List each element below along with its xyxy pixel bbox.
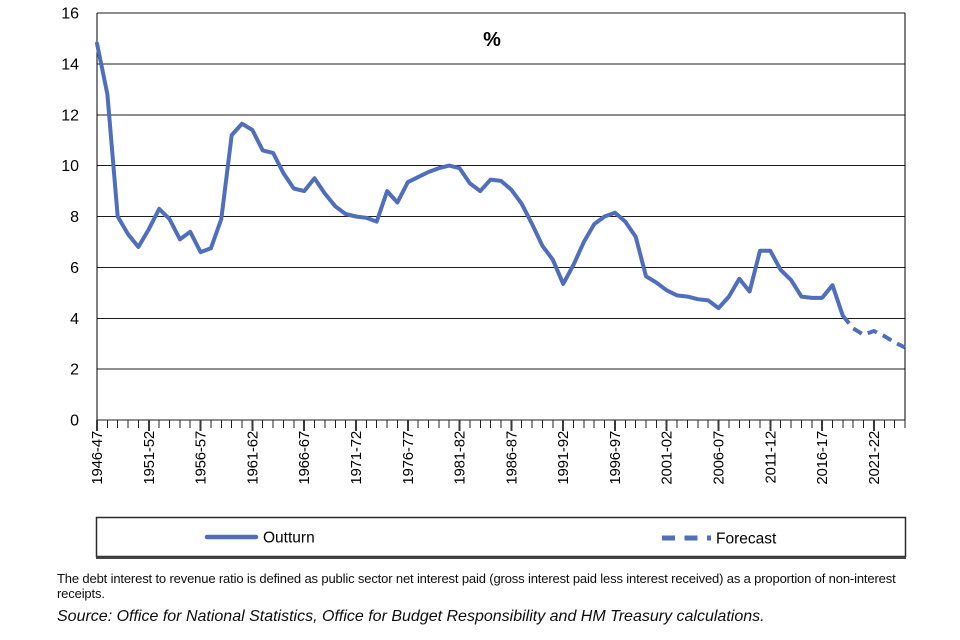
source-text: Source: Office for National Statistics, … bbox=[57, 608, 765, 625]
data-series bbox=[95, 41, 906, 350]
y-axis-label: 10 bbox=[61, 158, 79, 175]
x-axis-label: 2021-22 bbox=[866, 431, 883, 485]
y-axis-label: 16 bbox=[61, 6, 79, 23]
x-axis-label: 1956-57 bbox=[193, 431, 210, 485]
x-axis-labels: 1946-47 1951-52 1956-57 1961-62 1966-67 1971-… bbox=[89, 431, 883, 485]
legend: Outturn Forecast bbox=[95, 516, 907, 560]
y-axis-label: 2 bbox=[70, 362, 79, 379]
x-axis-label: 2011-12 bbox=[762, 431, 779, 484]
x-axis-label: 1976-77 bbox=[400, 431, 417, 485]
forecast-legend-label: Forecast bbox=[716, 531, 777, 548]
x-axis-label: 1951-52 bbox=[141, 431, 158, 485]
y-axis-label: 6 bbox=[70, 260, 79, 277]
y-axis-label: 14 bbox=[61, 56, 79, 73]
gridlines bbox=[97, 12, 905, 421]
x-axis-label: 1966-67 bbox=[296, 431, 313, 485]
x-axis-label: 1996-97 bbox=[607, 431, 624, 485]
y-axis-label: 12 bbox=[61, 107, 79, 124]
x-axis-label: 1971-72 bbox=[348, 431, 365, 485]
x-axis-label: 2006-07 bbox=[711, 431, 728, 485]
y-axis-labels: 0 2 4 6 8 10 12 14 16 bbox=[61, 6, 79, 430]
forecast-line bbox=[841, 314, 906, 350]
outturn-legend-label: Outturn bbox=[263, 530, 315, 547]
x-axis-label: 1981-82 bbox=[452, 431, 469, 485]
percent-axis-title: % bbox=[483, 29, 501, 51]
x-axis-ticks bbox=[96, 420, 906, 431]
footnote-text: The debt interest to revenue ratio is de… bbox=[57, 571, 896, 601]
y-axis-label: 0 bbox=[70, 413, 79, 430]
legend-box bbox=[95, 516, 907, 558]
plot-frame bbox=[96, 13, 906, 420]
x-axis-label: 1946-47 bbox=[89, 431, 106, 485]
x-axis-label: 2001-02 bbox=[659, 431, 676, 485]
x-axis-label: 1986-87 bbox=[503, 431, 520, 485]
x-axis-label: 1991-92 bbox=[555, 431, 572, 485]
outturn-line bbox=[95, 41, 845, 318]
x-axis-label: 1961-62 bbox=[244, 431, 261, 485]
y-axis-label: 4 bbox=[70, 311, 79, 328]
y-axis-label: 8 bbox=[70, 209, 79, 226]
debt-interest-chart: 0 2 4 6 8 10 12 14 16 1946-47 1951-52 1956-57 1961-… bbox=[61, 6, 907, 560]
x-axis-label: 2016-17 bbox=[814, 431, 831, 485]
